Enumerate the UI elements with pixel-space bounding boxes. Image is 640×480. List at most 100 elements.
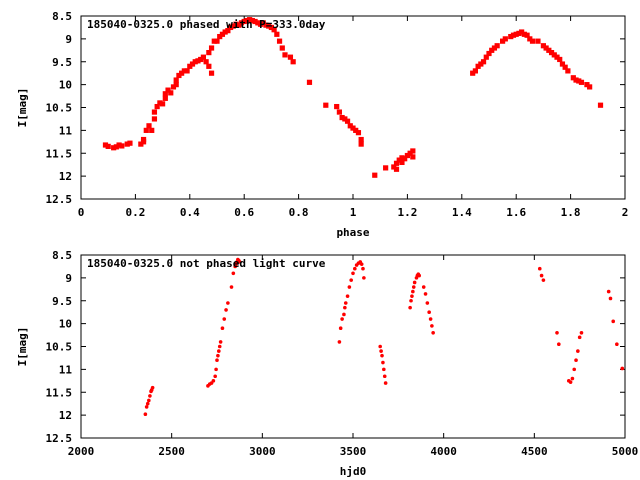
data-point xyxy=(431,330,435,335)
data-point xyxy=(347,285,352,289)
data-point xyxy=(411,289,415,294)
data-point xyxy=(127,140,133,146)
data-point xyxy=(562,64,568,70)
data-point xyxy=(362,276,366,280)
data-point xyxy=(216,353,220,358)
data-point xyxy=(396,157,402,163)
data-point xyxy=(140,136,147,143)
data-point xyxy=(150,385,155,390)
data-point xyxy=(494,43,500,49)
data-point xyxy=(176,72,182,79)
data-point xyxy=(213,374,217,379)
x-tick-label: 1.2 xyxy=(397,206,417,219)
data-point xyxy=(168,90,174,96)
y-tick-label: 11.5 xyxy=(46,386,73,399)
data-point xyxy=(306,79,313,85)
data-point xyxy=(489,47,495,53)
data-point xyxy=(554,54,560,60)
data-point xyxy=(238,20,245,26)
x-tick-label: 3500 xyxy=(340,445,367,458)
data-point xyxy=(412,280,417,285)
data-point xyxy=(478,61,484,67)
data-point xyxy=(116,142,122,148)
data-point xyxy=(214,367,218,372)
data-point xyxy=(611,319,616,324)
y-tick-label: 10 xyxy=(59,318,72,331)
data-point xyxy=(334,103,340,110)
data-point xyxy=(336,109,342,115)
data-point xyxy=(249,17,255,24)
data-point xyxy=(219,31,226,37)
data-point xyxy=(203,59,209,65)
data-point xyxy=(339,114,345,121)
data-point xyxy=(247,17,253,23)
data-point xyxy=(189,61,196,67)
data-point xyxy=(338,326,343,331)
data-point xyxy=(268,24,274,31)
data-point xyxy=(351,271,355,276)
data-point xyxy=(535,38,541,44)
data-point xyxy=(148,394,152,398)
data-point xyxy=(271,27,277,33)
data-point xyxy=(198,56,204,63)
data-point xyxy=(500,38,506,44)
data-point xyxy=(393,166,400,172)
data-point xyxy=(124,141,130,147)
x-axis-label: hjd0 xyxy=(340,465,367,478)
data-point xyxy=(391,164,397,170)
data-point xyxy=(513,31,519,37)
data-point xyxy=(145,401,150,406)
data-point xyxy=(200,54,206,60)
data-point xyxy=(263,22,269,28)
data-point xyxy=(218,340,223,344)
data-point xyxy=(480,59,487,65)
data-point xyxy=(541,278,546,282)
data-point xyxy=(350,125,356,131)
data-point xyxy=(379,349,383,353)
data-point xyxy=(211,38,217,44)
data-point xyxy=(402,156,408,162)
data-point xyxy=(557,342,561,347)
x-tick-label: 1.4 xyxy=(452,206,472,219)
x-axis-label: phase xyxy=(336,226,369,239)
data-point xyxy=(491,45,498,51)
data-point xyxy=(231,271,236,276)
data-point xyxy=(529,38,536,44)
y-tick-label: 12 xyxy=(59,409,72,422)
y-tick-label: 9 xyxy=(65,33,72,46)
data-point xyxy=(428,317,433,321)
data-point xyxy=(353,266,357,271)
data-point xyxy=(483,54,489,60)
data-point xyxy=(378,344,383,349)
data-point xyxy=(170,84,177,90)
data-point xyxy=(181,68,187,74)
x-tick-label: 0.8 xyxy=(289,206,309,219)
data-point xyxy=(208,45,215,51)
y-tick-label: 9.5 xyxy=(52,295,72,308)
data-point xyxy=(343,305,347,310)
data-point xyxy=(543,45,549,51)
data-point xyxy=(345,294,350,298)
data-point xyxy=(540,43,546,49)
x-tick-label: 0.2 xyxy=(125,206,145,219)
data-point xyxy=(233,21,239,27)
data-point xyxy=(342,312,346,317)
data-point xyxy=(349,278,353,282)
data-point xyxy=(508,33,514,40)
data-point xyxy=(568,380,573,384)
y-tick-label: 8.5 xyxy=(52,249,72,262)
data-point xyxy=(228,24,234,31)
data-point xyxy=(383,381,388,385)
data-point xyxy=(276,38,283,44)
y-tick-label: 12 xyxy=(59,170,72,183)
y-tick-label: 12.5 xyxy=(46,193,73,206)
data-point xyxy=(241,18,247,25)
data-point xyxy=(165,87,171,93)
data-point xyxy=(577,335,582,340)
x-tick-label: 1 xyxy=(350,206,357,219)
data-point xyxy=(111,145,117,151)
data-point xyxy=(587,84,593,90)
data-point xyxy=(606,289,611,294)
data-point xyxy=(147,398,151,403)
data-point xyxy=(173,82,179,88)
